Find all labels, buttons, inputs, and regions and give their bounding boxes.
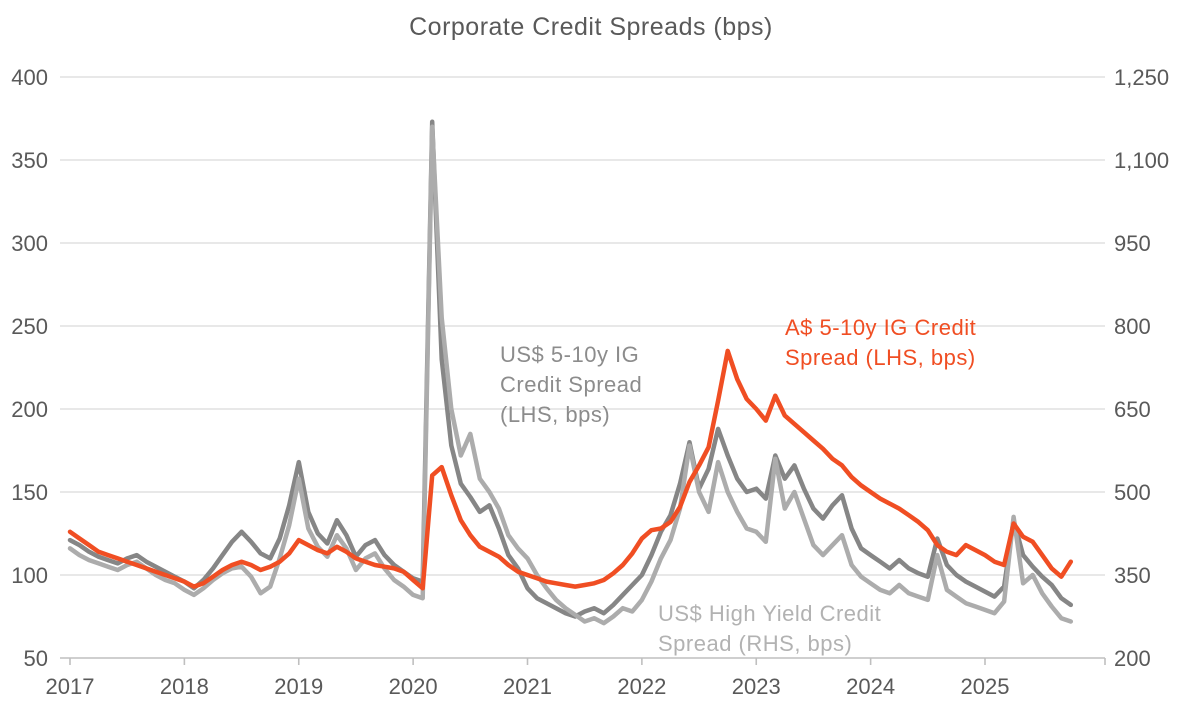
svg-text:2025: 2025 — [961, 674, 1010, 699]
series-label: Spread (RHS, bps) — [658, 631, 852, 656]
series-label: US$ 5-10y IG — [500, 342, 639, 367]
svg-text:2017: 2017 — [46, 674, 95, 699]
svg-text:2024: 2024 — [846, 674, 895, 699]
svg-text:50: 50 — [24, 646, 48, 671]
series-line — [67, 124, 1074, 626]
series-label: Credit Spread — [500, 372, 642, 397]
series-line — [67, 348, 1074, 591]
svg-text:2021: 2021 — [503, 674, 552, 699]
svg-text:400: 400 — [11, 65, 48, 90]
svg-text:800: 800 — [1114, 314, 1151, 339]
series-label: A$ 5-10y IG Credit — [785, 315, 976, 340]
svg-text:200: 200 — [1114, 646, 1151, 671]
series-label: US$ High Yield Credit — [658, 601, 881, 626]
svg-text:2019: 2019 — [274, 674, 323, 699]
svg-text:2020: 2020 — [389, 674, 438, 699]
svg-text:950: 950 — [1114, 231, 1151, 256]
svg-text:1,100: 1,100 — [1114, 148, 1169, 173]
series-line — [67, 119, 1074, 619]
svg-text:350: 350 — [11, 148, 48, 173]
svg-text:200: 200 — [11, 397, 48, 422]
svg-text:350: 350 — [1114, 563, 1151, 588]
svg-text:1,250: 1,250 — [1114, 65, 1169, 90]
svg-text:2023: 2023 — [732, 674, 781, 699]
svg-text:300: 300 — [11, 231, 48, 256]
series-label: Spread (LHS, bps) — [785, 345, 976, 370]
chart-title: Corporate Credit Spreads (bps) — [409, 13, 773, 41]
svg-text:2022: 2022 — [617, 674, 666, 699]
svg-text:650: 650 — [1114, 397, 1151, 422]
svg-text:150: 150 — [11, 480, 48, 505]
series-label: (LHS, bps) — [500, 402, 610, 427]
svg-text:2018: 2018 — [160, 674, 209, 699]
svg-text:100: 100 — [11, 563, 48, 588]
svg-text:250: 250 — [11, 314, 48, 339]
svg-text:500: 500 — [1114, 480, 1151, 505]
